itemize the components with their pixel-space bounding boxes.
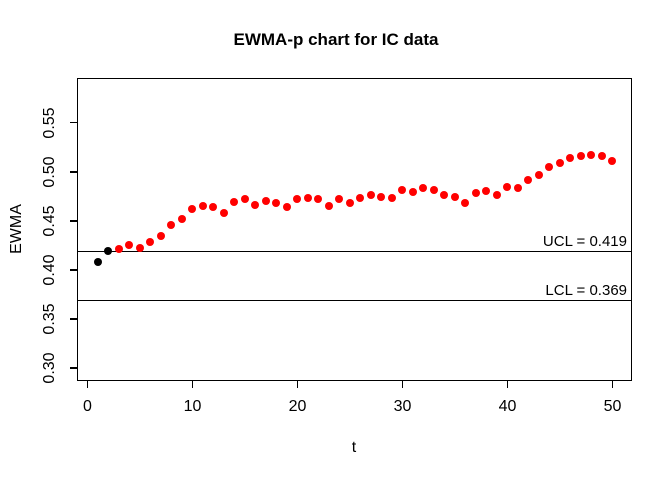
data-point [314,195,323,204]
y-axis-tick-label: 0.50 [41,156,58,188]
data-point [566,154,575,163]
x-axis-tick-label: 20 [288,398,307,415]
y-axis-tick-label: 0.45 [41,205,58,237]
data-point [461,199,470,208]
data-point [555,158,564,167]
y-axis-tick [70,121,77,124]
data-point [398,186,407,195]
data-point [440,191,449,200]
data-point [209,203,218,212]
y-axis-tick-label: 0.30 [41,352,58,384]
y-axis-tick-label: 0.35 [41,303,58,335]
data-point [471,189,480,198]
data-point [513,184,522,193]
data-point [198,202,207,211]
data-point [251,201,260,210]
data-point [524,175,533,184]
plot-area [77,78,632,381]
x-axis-tick [401,381,404,388]
data-point [608,156,617,165]
x-axis-tick-label: 0 [83,398,92,415]
data-point [450,193,459,202]
data-point [104,247,113,256]
data-point [387,194,396,203]
data-point [272,199,281,208]
data-point [335,195,344,204]
data-point [261,197,270,206]
data-point [240,195,249,204]
data-point [230,198,239,207]
y-axis-tick-label: 0.40 [41,254,58,286]
data-point [282,203,291,212]
data-point [366,191,375,200]
data-point [576,152,585,161]
data-point [587,151,596,160]
y-axis-tick-label: 0.55 [41,107,58,139]
x-axis-tick [86,381,89,388]
ucl-line [77,250,632,253]
x-axis-label: t [351,439,357,456]
y-axis-tick [70,318,77,320]
y-axis-tick [70,269,77,271]
x-axis-tick [296,381,299,388]
data-point [597,152,606,161]
data-point [429,186,438,195]
data-point [156,231,165,240]
chart-title: EWMA-p chart for IC data [233,30,439,49]
data-point [534,170,543,179]
data-point [324,202,333,211]
data-point [377,193,386,202]
data-point [545,162,554,171]
data-point [125,241,134,250]
data-point [167,220,176,229]
ucl-label: UCL = 0.419 [542,232,627,250]
data-point [482,187,491,196]
lcl-label: LCL = 0.369 [545,281,627,299]
y-axis-tick [70,367,77,369]
data-point [135,244,144,253]
data-point [93,258,102,267]
y-axis-label: EWMA [8,204,25,254]
data-point [303,194,312,203]
data-point [408,188,417,197]
x-axis-tick-label: 30 [393,398,412,415]
x-axis-tick-label: 50 [603,398,622,415]
x-axis-tick-label: 10 [183,398,202,415]
data-point [146,237,155,246]
x-axis-tick [611,381,614,388]
x-axis-tick [191,381,194,388]
data-point [114,245,123,254]
x-axis-tick-label: 40 [498,398,517,415]
y-axis-tick [70,220,77,222]
data-point [503,182,512,191]
x-axis-tick [506,381,509,388]
data-point [356,194,365,203]
lcl-line [77,299,632,302]
data-point [188,205,197,214]
y-axis-tick [70,171,77,173]
data-point [177,214,186,223]
data-point [219,209,228,218]
data-point [293,195,302,204]
data-point [492,191,501,200]
data-point [419,184,428,193]
data-point [345,199,354,208]
